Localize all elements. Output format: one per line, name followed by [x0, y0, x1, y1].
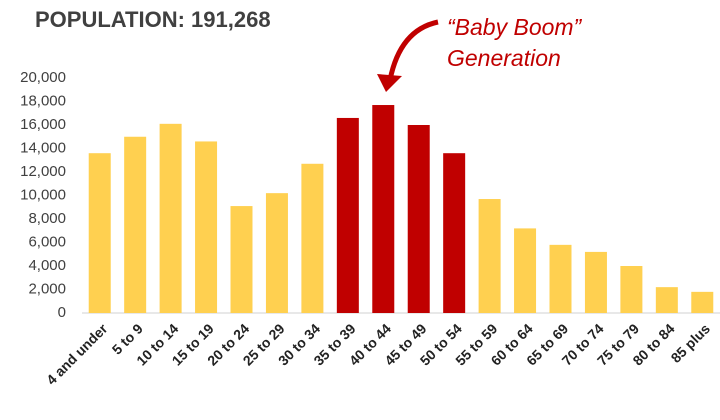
annotation: “Baby Boom” [447, 14, 583, 40]
bar [443, 153, 466, 313]
arrow [387, 19, 439, 81]
bar [124, 136, 147, 313]
bar [372, 105, 395, 314]
bar [159, 123, 182, 313]
arrow-head [377, 74, 402, 92]
bar [265, 193, 288, 313]
bar [478, 199, 501, 313]
y-tick-label: 10,000 [20, 186, 66, 203]
x-tick-label: 85 plus [668, 320, 714, 366]
bar [88, 153, 111, 313]
bar [584, 251, 607, 313]
bar [336, 117, 359, 313]
bar [195, 141, 218, 313]
bar [620, 266, 643, 313]
bar [407, 125, 430, 313]
bar [655, 287, 678, 313]
x-tick-label: 4 and under [43, 320, 111, 388]
y-tick-label: 6,000 [28, 233, 66, 250]
y-tick-label: 8,000 [28, 210, 66, 227]
chart-title: POPULATION: 191,268 [35, 7, 271, 32]
y-tick-label: 20,000 [20, 69, 66, 86]
annotation: Generation [447, 45, 561, 71]
y-tick-label: 4,000 [28, 257, 66, 274]
bar [301, 163, 324, 313]
y-tick-label: 14,000 [20, 139, 66, 156]
y-tick-label: 18,000 [20, 92, 66, 109]
y-tick-label: 0 [58, 304, 66, 321]
bar [514, 228, 537, 313]
y-tick-label: 16,000 [20, 116, 66, 133]
bar [691, 291, 714, 313]
bar [549, 244, 572, 313]
bar [230, 206, 253, 313]
y-tick-label: 12,000 [20, 163, 66, 180]
y-tick-label: 2,000 [28, 280, 66, 297]
